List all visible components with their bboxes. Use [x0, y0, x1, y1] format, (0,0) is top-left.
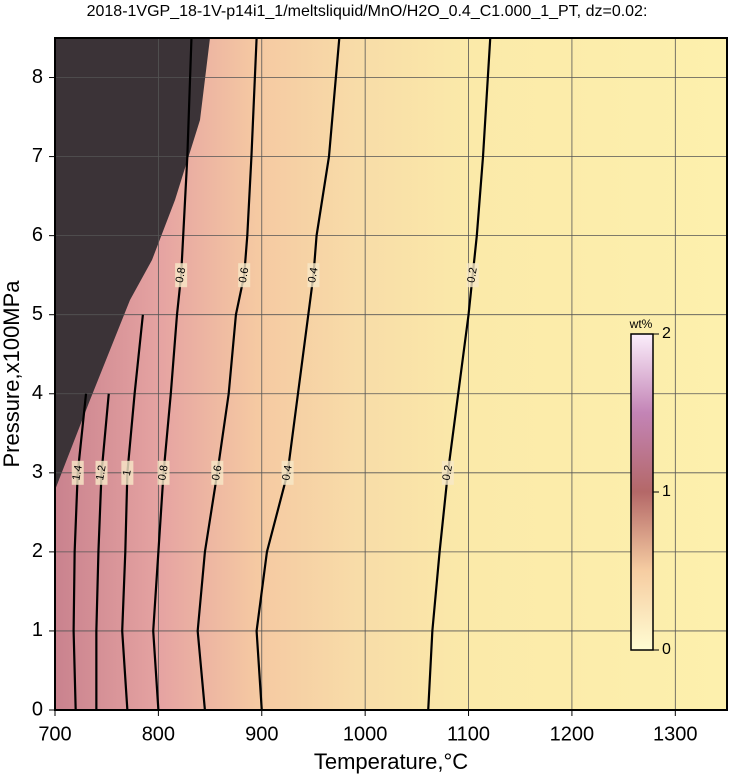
contour-line — [427, 37, 492, 711]
x-tick-label: 1300 — [653, 723, 698, 745]
contour-label-bg — [281, 460, 294, 485]
y-tick-label: 1 — [32, 619, 43, 641]
colorbar-tick-label: 1 — [662, 483, 671, 500]
x-tick-label: 900 — [245, 723, 278, 745]
x-tick-label: 800 — [142, 723, 175, 745]
x-tick-label: 1200 — [550, 723, 595, 745]
y-tick-label: 5 — [32, 303, 43, 325]
contour-label-bg — [121, 460, 134, 485]
y-tick-label: 8 — [32, 66, 43, 88]
x-axis-label: Temperature,°C — [314, 749, 468, 774]
contours: 0.2 0.2 0.4 0.4 0.6 0.6 0.8 0.8 1 1.2 1.4 — [70, 37, 492, 711]
contour-label: 1.2 — [94, 464, 108, 481]
contour-label: 0.8 — [174, 267, 188, 284]
dark-region — [55, 38, 210, 490]
contour-label-bg — [157, 460, 170, 485]
y-tick-label: 6 — [32, 224, 43, 246]
contour-line — [196, 37, 258, 711]
contour-label: 1 — [121, 469, 134, 477]
contour-line — [255, 37, 341, 711]
plot-frame — [54, 37, 728, 711]
colorbar — [630, 333, 654, 651]
y-tick-label: 0 — [32, 698, 43, 720]
contour-label: 0.6 — [237, 267, 251, 284]
y-axis-label: Pressure,x100MPa — [0, 280, 24, 468]
contour-label-bg — [466, 263, 479, 288]
contour-line — [95, 393, 110, 710]
contour-label: 0.4 — [280, 464, 294, 481]
y-tick-label: 2 — [32, 540, 43, 562]
contour-line — [72, 393, 88, 711]
x-tick-label: 700 — [38, 723, 71, 745]
contour-label: 0.2 — [441, 464, 455, 481]
contour-label-bg — [441, 460, 454, 485]
contour-label-bg — [307, 263, 320, 288]
chart-title: 2018-1VGP_18-1V-p14i1_1/meltsliquid/MnO/… — [87, 3, 648, 20]
colorbar-tick-label: 2 — [662, 325, 671, 342]
colorbar-label: wt% — [629, 317, 653, 331]
x-tick-label: 1000 — [343, 723, 388, 745]
contour-line — [121, 314, 144, 711]
contour-line — [152, 37, 193, 711]
contour-label-bg — [211, 460, 224, 485]
y-tick-label: 4 — [32, 382, 43, 404]
y-tick-label: 7 — [32, 145, 43, 167]
contour-label: 1.4 — [70, 464, 84, 481]
contour-label: 0.6 — [210, 464, 224, 481]
x-tick-label: 1100 — [447, 723, 490, 745]
contour-label-bg — [71, 460, 84, 485]
contour-label-bg — [175, 263, 188, 288]
contour-label: 0.8 — [156, 464, 170, 481]
y-tick-label: 3 — [32, 461, 43, 483]
contour-label: 0.4 — [306, 267, 320, 284]
contour-label: 0.2 — [465, 267, 479, 284]
colorbar-tick-label: 0 — [662, 641, 671, 658]
contour-label-bg — [238, 263, 251, 288]
contour-label-bg — [95, 460, 108, 485]
